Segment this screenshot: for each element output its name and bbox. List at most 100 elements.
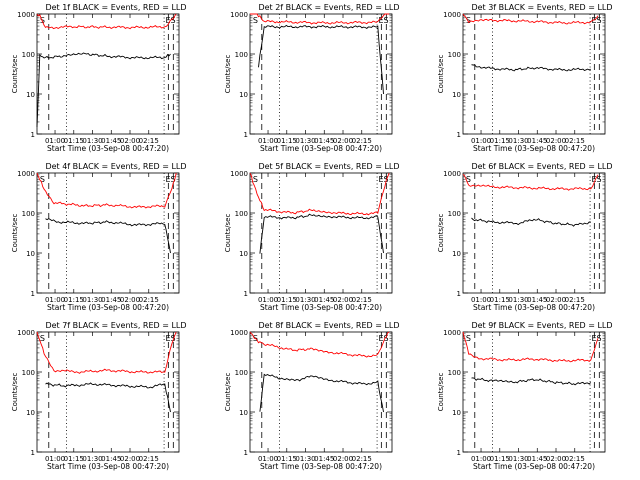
x-tick-label: 02:15 [565, 296, 585, 304]
x-tick-label: 02:15 [139, 296, 159, 304]
x-tick-label: 02:00 [333, 296, 353, 304]
y-tick-label: 10 [26, 91, 35, 99]
events-series-line [471, 217, 591, 227]
event-marker-label: S [466, 175, 471, 184]
y-tick-label: 10 [26, 409, 35, 417]
y-tick-label: 1000 [230, 11, 248, 19]
x-tick-label: 01:30 [508, 455, 528, 463]
y-tick-label: 1000 [17, 11, 35, 19]
chart-panel: Det 1f BLACK = Events, RED = LLD 1 10 100 10… [11, 3, 187, 153]
chart-panel: Det 9f BLACK = Events, RED = LLD 1 10 100 10… [437, 321, 613, 471]
x-tick-label: 01:15 [277, 137, 297, 145]
x-tick-label: 02:00 [120, 137, 140, 145]
chart-panel: Det 3f BLACK = Events, RED = LLD 1 10 100 10… [437, 3, 613, 153]
events-series-line [259, 213, 384, 254]
x-tick-label: 02:15 [352, 455, 372, 463]
y-axis-label: Counts/sec [224, 55, 232, 94]
lld-series-line [249, 172, 390, 216]
y-tick-label: 10 [239, 91, 248, 99]
events-series-line [471, 377, 592, 386]
chart-title: Det 4f BLACK = Events, RED = LLD [45, 162, 186, 171]
y-axis-label: Counts/sec [224, 214, 232, 253]
lld-series-line [36, 172, 177, 209]
x-tick-label: 02:15 [139, 137, 159, 145]
x-tick-label: 01:00 [471, 296, 491, 304]
x-tick-label: 01:00 [258, 296, 278, 304]
event-marker-label: S [40, 334, 45, 343]
x-tick-label: 01:45 [527, 296, 547, 304]
x-axis-label: Start Time (03-Sep-08 00:47:20) [260, 144, 382, 153]
chart-title: Det 9f BLACK = Events, RED = LLD [471, 321, 612, 330]
x-tick-label: 01:30 [295, 455, 315, 463]
plot-frame [249, 13, 393, 135]
y-tick-label: 100 [448, 210, 461, 218]
y-tick-label: 1000 [230, 170, 248, 178]
x-axis-label: Start Time (03-Sep-08 00:47:20) [473, 303, 595, 312]
x-tick-label: 01:15 [64, 455, 84, 463]
y-tick-label: 10 [26, 250, 35, 258]
x-axis-label: Start Time (03-Sep-08 00:47:20) [260, 303, 382, 312]
chart-panel: Det 2f BLACK = Events, RED = LLD 1 10 100 10… [224, 3, 400, 153]
y-tick-label: 1 [244, 131, 248, 139]
x-tick-label: 02:00 [546, 137, 566, 145]
event-marker-label: S [383, 175, 388, 184]
event-marker-label: S [253, 16, 258, 25]
x-tick-label: 01:30 [295, 137, 315, 145]
x-axis-label: Start Time (03-Sep-08 00:47:20) [47, 303, 169, 312]
chart-title: Det 5f BLACK = Events, RED = LLD [258, 162, 399, 171]
chart-title: Det 2f BLACK = Events, RED = LLD [258, 3, 399, 12]
y-axis-label: Counts/sec [437, 373, 445, 412]
chart-panel: Det 8f BLACK = Events, RED = LLD 1 10 100 10… [224, 321, 400, 471]
y-tick-label: 10 [452, 409, 461, 417]
x-tick-label: 01:15 [64, 137, 84, 145]
lld-series-line [462, 331, 599, 363]
x-tick-label: 01:45 [101, 455, 121, 463]
event-marker-label: S [253, 175, 258, 184]
event-marker-label: E [592, 334, 597, 343]
y-tick-label: 100 [22, 51, 35, 59]
chart-title: Det 6f BLACK = Events, RED = LLD [471, 162, 612, 171]
y-axis-label: Counts/sec [11, 373, 19, 412]
lld-series-line [462, 13, 599, 25]
x-tick-label: 02:00 [120, 296, 140, 304]
event-marker-label: S [170, 334, 175, 343]
chart-title: Det 1f BLACK = Events, RED = LLD [45, 3, 186, 12]
plot-frame [249, 172, 393, 294]
x-tick-label: 01:45 [527, 137, 547, 145]
y-tick-label: 1 [31, 449, 35, 457]
x-tick-label: 01:45 [101, 296, 121, 304]
x-axis-label: Start Time (03-Sep-08 00:47:20) [473, 144, 595, 153]
chart-title: Det 7f BLACK = Events, RED = LLD [45, 321, 186, 330]
x-tick-label: 01:30 [82, 455, 102, 463]
x-tick-label: 01:45 [101, 137, 121, 145]
x-tick-label: 02:15 [139, 455, 159, 463]
x-tick-label: 01:15 [277, 296, 297, 304]
y-tick-label: 100 [448, 51, 461, 59]
x-tick-label: 02:00 [333, 455, 353, 463]
event-marker-label: S [383, 334, 388, 343]
y-tick-label: 10 [452, 91, 461, 99]
x-tick-label: 01:45 [314, 296, 334, 304]
plot-frame [462, 13, 606, 135]
x-tick-label: 01:00 [45, 137, 65, 145]
x-tick-label: 01:15 [490, 455, 510, 463]
y-tick-label: 1000 [17, 170, 35, 178]
lld-series-line [249, 331, 390, 358]
x-tick-label: 02:15 [565, 455, 585, 463]
event-marker-label: S [40, 175, 45, 184]
chart-panel: Det 7f BLACK = Events, RED = LLD 1 10 100 10… [11, 321, 187, 471]
y-tick-label: 1000 [443, 11, 461, 19]
events-series-line [36, 52, 171, 128]
plot-frame [36, 331, 180, 453]
y-tick-label: 100 [22, 369, 35, 377]
y-tick-label: 100 [235, 369, 248, 377]
y-tick-label: 1 [457, 290, 461, 298]
y-tick-label: 1 [457, 449, 461, 457]
y-tick-label: 1000 [17, 329, 35, 337]
x-tick-label: 02:15 [352, 137, 372, 145]
y-axis-label: Counts/sec [11, 55, 19, 94]
y-tick-label: 10 [239, 250, 248, 258]
y-tick-label: 1 [244, 449, 248, 457]
events-series-line [471, 64, 592, 72]
y-axis-label: Counts/sec [437, 214, 445, 253]
